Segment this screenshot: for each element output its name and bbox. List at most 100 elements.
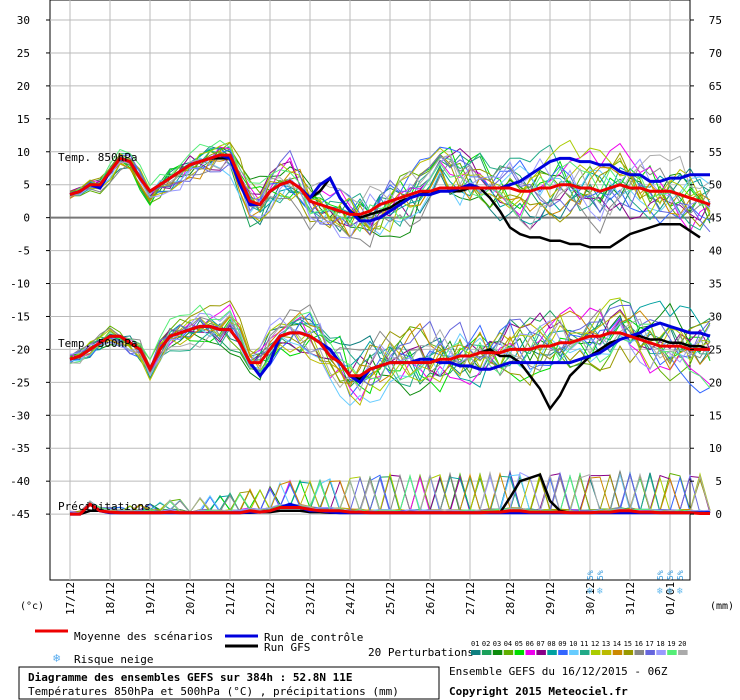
perturbation-line-t850 (69, 153, 711, 239)
chart-subtitle: Températures 850hPa et 500hPa (°C) , pré… (28, 685, 399, 698)
perturbation-line-t500 (69, 313, 711, 392)
snowflake-icon: ❄ (657, 586, 664, 597)
perturbation-swatch (471, 650, 481, 655)
left-tick-label: -45 (10, 508, 30, 521)
perturbation-line-t500 (69, 310, 711, 382)
perturbation-line-t500 (69, 318, 711, 384)
legend-label-snow: Risque neige (74, 653, 153, 666)
snow-risk-label: 5% (676, 570, 685, 580)
perturbation-swatch (558, 650, 568, 655)
perturbation-swatch (601, 650, 612, 655)
perturbation-swatch (536, 650, 546, 655)
perturbation-line-t500 (69, 304, 711, 386)
perturbation-line-t500 (69, 304, 711, 389)
perturbation-id: 12 (591, 640, 599, 648)
right-tick-label: 30 (709, 310, 722, 323)
right-tick-label: 25 (709, 343, 722, 356)
left-tick-label: -20 (10, 343, 30, 356)
left-tick-label: -30 (10, 409, 30, 422)
right-tick-label: 10 (709, 442, 722, 455)
x-tick-label: 20/12 (184, 582, 197, 615)
plot-frame (49, 0, 691, 581)
snowflake-icon: ❄ (667, 586, 674, 597)
legend: Moyenne des scénarios Run de contrôle Ru… (35, 629, 688, 666)
right-tick-label: 70 (709, 47, 722, 60)
x-tick-label: 31/12 (624, 582, 637, 615)
panel-label-t500: Temp. 500hPa (58, 337, 137, 350)
right-tick-label: 55 (709, 146, 722, 159)
x-tick-label: 23/12 (304, 582, 317, 615)
x-tick-label: 22/12 (264, 582, 277, 615)
right-tick-label: 5 (715, 475, 722, 488)
perturbation-id: 11 (580, 640, 588, 648)
legend-label-gfs: Run GFS (264, 641, 310, 654)
perturbation-swatch (481, 650, 492, 655)
chart-grid (49, 0, 691, 581)
right-tick-label: 15 (709, 409, 722, 422)
snow-risk-label: 5% (656, 570, 665, 580)
right-tick-label: 45 (709, 212, 722, 225)
perturbation-swatch (667, 650, 677, 655)
right-tick-label: 40 (709, 245, 722, 258)
perturbation-swatch (590, 650, 601, 655)
perturbation-swatch (612, 650, 623, 655)
perturbation-line-t850 (69, 139, 711, 233)
perturbation-id: 15 (624, 640, 632, 648)
perturbation-id: 01 (471, 640, 479, 648)
snowflake-icon: ❄ (53, 651, 60, 665)
x-tick-label: 21/12 (224, 582, 237, 615)
left-tick-label: -25 (10, 376, 30, 389)
right-tick-label: 75 (709, 14, 722, 27)
legend-label-perturbations: 20 Perturbations (368, 646, 474, 659)
title-box (18, 666, 440, 700)
perturbation-id: 10 (569, 640, 577, 648)
perturbation-id: 06 (526, 640, 534, 648)
left-axis-unit: (°c) (20, 601, 44, 612)
snow-risk-label: 5% (586, 570, 595, 580)
left-tick-label: 10 (17, 146, 30, 159)
perturbation-id: 14 (613, 640, 621, 648)
snow-risk-markers: 5%❄5%❄5%❄5%❄5%❄ (586, 570, 685, 597)
x-tick-label: 19/12 (144, 582, 157, 615)
x-tick-label: 24/12 (344, 582, 357, 615)
right-axis-unit: (mm) (710, 601, 734, 612)
perturbation-id: 17 (645, 640, 653, 648)
perturbation-id: 16 (635, 640, 643, 648)
x-tick-label: 27/12 (464, 582, 477, 615)
right-tick-label: 60 (709, 113, 722, 126)
perturbation-line-t850 (69, 149, 711, 236)
x-tick-label: 01/01 (664, 582, 677, 615)
perturbation-swatch (623, 650, 634, 655)
legend-label-mean: Moyenne des scénarios (74, 630, 213, 643)
right-tick-label: 65 (709, 80, 722, 93)
perturbation-line-t850 (69, 147, 711, 230)
x-tick-label: 28/12 (504, 582, 517, 615)
series-line-mean-t500 (69, 324, 710, 378)
perturbation-id: 18 (656, 640, 664, 648)
perturbation-id: 08 (547, 640, 555, 648)
x-tick-label: 29/12 (544, 582, 557, 615)
perturbation-id: 13 (602, 640, 610, 648)
legend-label-control: Run de contrôle (264, 631, 363, 644)
perturbation-swatch (645, 650, 655, 655)
snowflake-icon: ❄ (597, 586, 604, 597)
left-tick-label: 5 (23, 179, 30, 192)
perturbation-swatch (514, 650, 525, 655)
perturbation-id: 20 (678, 640, 686, 648)
right-tick-label: 20 (709, 376, 722, 389)
perturbation-line-t500 (69, 300, 711, 387)
x-tick-label: 30/12 (584, 582, 597, 615)
x-tick-label: 18/12 (104, 582, 117, 615)
perturbation-swatch (634, 650, 644, 655)
left-tick-label: -35 (10, 442, 30, 455)
perturbation-id: 03 (493, 640, 501, 648)
perturbation-id: 04 (504, 640, 512, 648)
series-line-mean-precip (70, 502, 710, 516)
right-tick-label: 35 (709, 278, 722, 291)
run-info: Ensemble GEFS du 16/12/2015 - 06Z (449, 665, 668, 678)
perturbation-line-t850 (69, 157, 711, 236)
left-tick-label: 30 (17, 14, 30, 27)
perturbation-id: 02 (482, 640, 490, 648)
copyright: Copyright 2015 Meteociel.fr (449, 685, 628, 698)
chart-axes: 17/12 18/12 19/12 20/12 21/12 22/12 23/12 24/12… (10, 14, 722, 615)
